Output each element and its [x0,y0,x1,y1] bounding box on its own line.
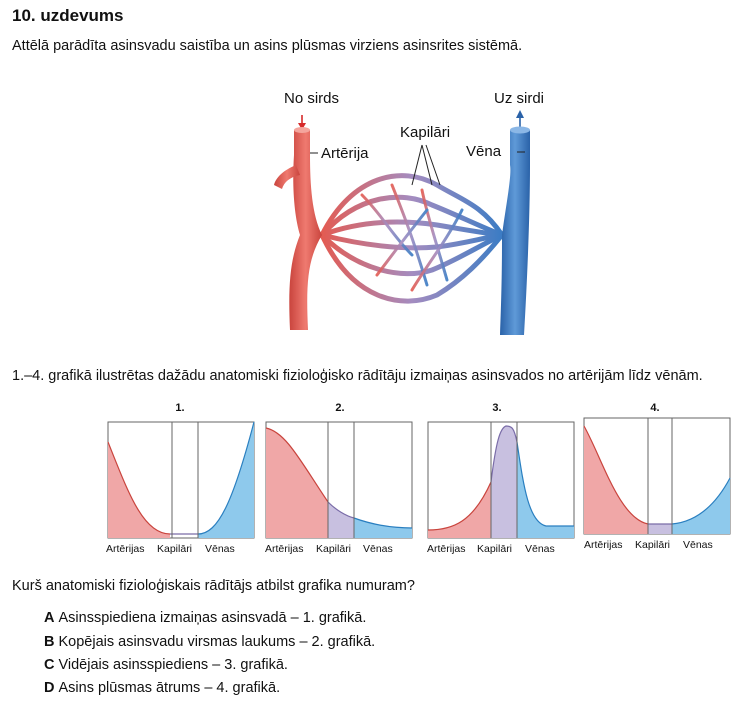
vessel-illustration [274,110,530,335]
graph-4-number: 4. [650,402,660,414]
option-d-letter: D [44,680,55,696]
option-d[interactable]: D Asins plūsmas ātrums – 4. grafikā. [44,680,280,696]
graphs-description: 1.–4. grafikā ilustrētas dažādu anatomis… [12,368,703,384]
label-from-heart: No sirds [284,90,340,107]
graph-3-plot [427,421,575,539]
option-c[interactable]: C Vidējais asinsspiediens – 3. grafikā. [44,657,288,673]
graph-1-number: 1. [175,402,185,414]
option-a-letter: A [44,610,55,626]
graph-4-label-capillaries: Kapilāri [635,539,671,551]
graph-2-label-arteries: Artērijas [265,543,304,555]
label-artery: Artērija [321,145,369,162]
graph-2-plot [265,421,413,539]
task-title: 10. uzdevums [12,6,124,25]
graph-1 [107,421,255,539]
graph-1-plot [107,421,255,539]
graph-4-plot [583,417,731,535]
question-text: Kurš anatomiski fizioloģiskais rādītājs … [12,578,415,594]
label-vein: Vēna [466,143,502,160]
option-b-letter: B [44,634,55,650]
graph-3-label-arteries: Artērijas [427,543,466,555]
intro-text: Attēlā parādīta asinsvadu saistība un as… [12,38,523,54]
graph-4-label-veins: Vēnas [683,539,713,551]
blood-vessel-diagram [262,85,562,355]
option-a[interactable]: A Asinsspiediena izmaiņas asinsvadā – 1. … [44,610,366,626]
graph-2-label-capillaries: Kapilāri [316,543,352,555]
graph-3-number: 3. [492,402,502,414]
label-capillaries: Kapilāri [400,124,451,141]
option-b[interactable]: B Kopējais asinsvadu virsmas laukums – 2.… [44,634,375,650]
option-c-text: Vidējais asinsspiediens – 3. grafikā. [58,657,288,673]
option-c-letter: C [44,657,55,673]
graph-1-label-arteries: Artērijas [106,543,145,555]
graph-4 [583,417,731,535]
graph-3-label-capillaries: Kapilāri [477,543,513,555]
option-b-text: Kopējais asinsvadu virsmas laukums – 2. … [58,634,376,650]
graph-4-label-arteries: Artērijas [584,539,623,551]
graph-1-label-capillaries: Kapilāri [157,543,193,555]
graph-2-label-veins: Vēnas [363,543,393,555]
graph-2-number: 2. [335,402,345,414]
graph-3 [427,421,575,539]
graph-1-label-veins: Vēnas [205,543,235,555]
graph-2 [265,421,413,539]
option-a-text: Asinsspiediena izmaiņas asinsvadā – 1. g… [58,610,367,626]
option-d-text: Asins plūsmas ātrums – 4. grafikā. [58,680,281,696]
graph-3-label-veins: Vēnas [525,543,555,555]
label-to-heart: Uz sirdi [494,90,545,107]
